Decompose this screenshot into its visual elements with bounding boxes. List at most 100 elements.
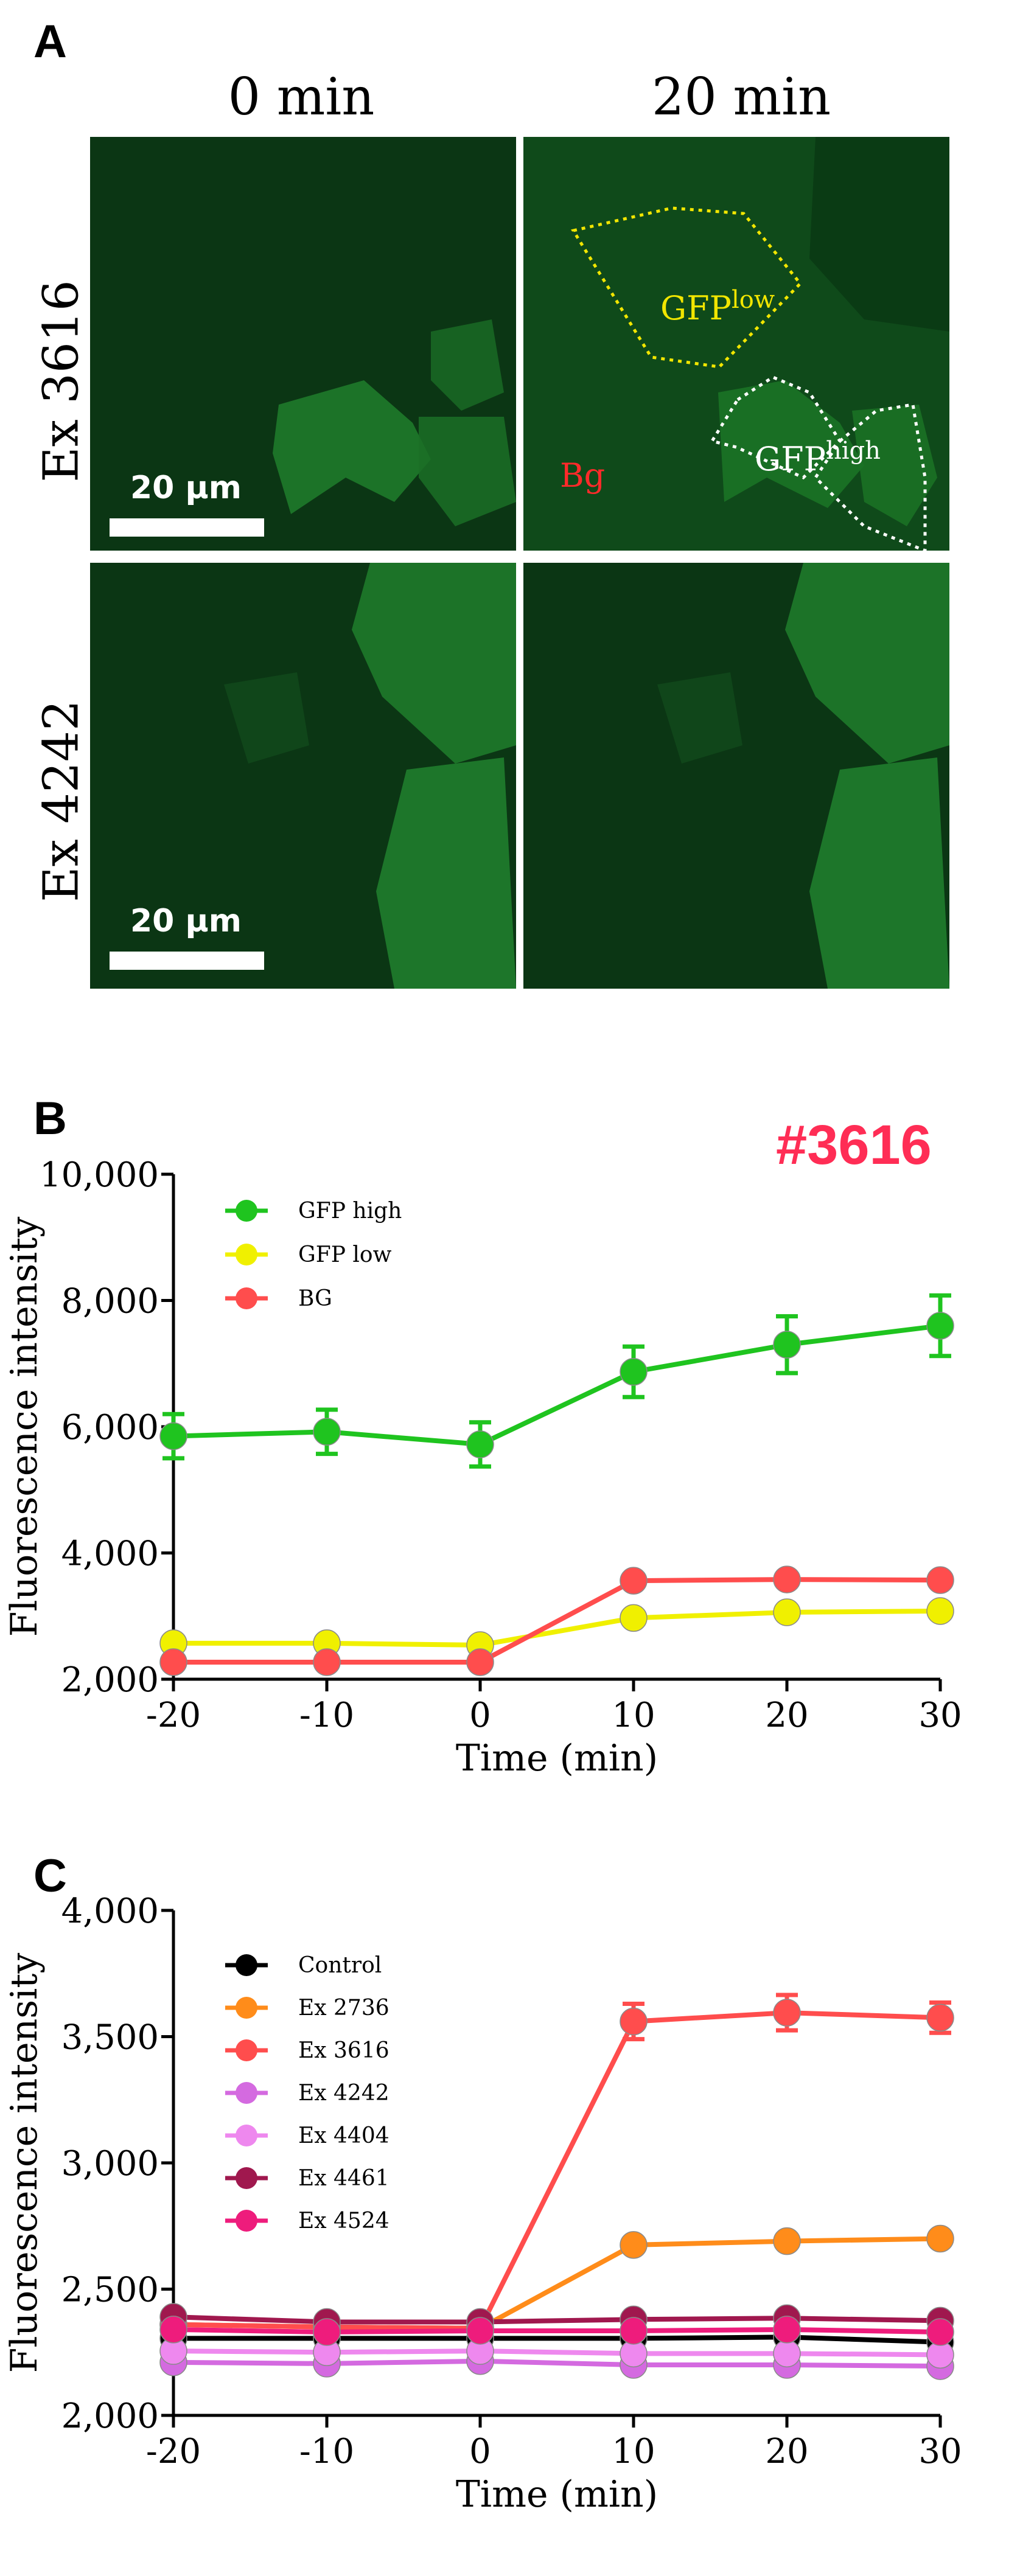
column-header-0min: 0 min: [228, 67, 375, 127]
legend-marker: [236, 1287, 257, 1309]
data-point: [926, 1597, 954, 1625]
scale-bar: [110, 952, 264, 970]
data-point: [926, 1566, 954, 1594]
data-point: [773, 1598, 801, 1626]
series-line: [173, 1323, 941, 1447]
data-point: [773, 2339, 801, 2368]
data-point: [620, 2231, 648, 2259]
legend-marker: [236, 2039, 257, 2061]
legend-marker: [236, 1200, 257, 1222]
series-line: [173, 2334, 941, 2345]
legend-label: Ex 4524: [298, 2209, 389, 2233]
data-point: [926, 1312, 954, 1340]
data-point: [159, 2316, 187, 2344]
series-line: [173, 2348, 941, 2358]
data-point: [620, 1357, 648, 1386]
x-tick-label: 30: [918, 2432, 962, 2471]
data-point: [313, 1648, 341, 1676]
y-tick-label: 3,500: [61, 2018, 159, 2058]
x-tick-label: 30: [918, 1696, 962, 1735]
y-axis-label: Fluorescence intensity: [3, 1953, 46, 2373]
x-tick-label: 20: [765, 2432, 808, 2471]
data-point: [773, 1999, 801, 2027]
data-point: [773, 2316, 801, 2344]
data-point: [313, 2318, 341, 2346]
data-point: [773, 1565, 801, 1593]
legend-label: GFP low: [298, 1242, 392, 1267]
data-point: [926, 2003, 954, 2032]
x-tick-label: 10: [612, 1696, 655, 1735]
series-line: [173, 1608, 941, 1648]
y-axis-label: Fluorescence intensity: [3, 1217, 46, 1637]
data-point: [620, 2317, 648, 2345]
data-point: [926, 2318, 954, 2346]
scale-bar: [110, 518, 264, 537]
legend-label: Ex 4242: [298, 2081, 389, 2106]
series-line: [173, 1577, 941, 1665]
chart-c-svg: 2,000 2,500 3,000 3,500 4,000 -20 -10 0 10 20 30 Ti…: [3, 1892, 962, 2516]
chart-b: 2,000 4,000 6,000 8,000 10,000 -20 -10 0 10 20 30 T…: [0, 1144, 1020, 1852]
construct-tag: #3616: [776, 1114, 932, 1176]
data-point: [159, 1648, 187, 1676]
legend-marker: [236, 2125, 257, 2146]
y-tick-label: 6,000: [61, 1408, 159, 1447]
y-tick-label: 3,000: [61, 2144, 159, 2184]
legend-marker: [236, 1954, 257, 1976]
legend-label: Ex 3616: [298, 2038, 389, 2063]
y-tick-label: 4,000: [61, 1892, 159, 1931]
column-header-20min: 20 min: [651, 67, 831, 127]
row-header-ex3616: Ex 3616: [32, 280, 89, 482]
data-point: [159, 1422, 187, 1450]
series-line: [173, 2010, 941, 2331]
data-point: [313, 1418, 341, 1446]
x-tick-label: -10: [299, 2432, 354, 2471]
x-tick-label: 0: [469, 2432, 491, 2471]
data-point: [466, 1648, 494, 1676]
x-axis-label: Time (min): [456, 1737, 658, 1780]
y-tick-label: 4,000: [61, 1534, 159, 1574]
x-tick-label: -10: [299, 1696, 354, 1735]
legend-label: BG: [298, 1286, 332, 1311]
roi-gfp-high-outline-1: [710, 375, 842, 479]
series-line: [173, 2236, 941, 2331]
scale-bar-label: 20 μm: [130, 903, 242, 939]
legend-label: Control: [298, 1953, 382, 1978]
series-line: [173, 2327, 941, 2335]
legend-marker: [236, 1997, 257, 2019]
series-line: [173, 2358, 941, 2369]
x-tick-label: -20: [146, 2432, 201, 2471]
data-point: [466, 2317, 494, 2345]
x-axis-label: Time (min): [456, 2473, 658, 2516]
legend-label: Ex 4404: [298, 2123, 389, 2148]
scale-bar-label: 20 μm: [130, 470, 242, 506]
data-point: [926, 2224, 954, 2253]
y-tick-label: 2,000: [61, 2397, 159, 2436]
x-tick-label: 20: [765, 1696, 808, 1735]
micrograph-ex4242-20min: [523, 563, 949, 989]
legend-marker: [236, 2082, 257, 2104]
panel-letter-c: C: [33, 1850, 67, 1902]
data-point: [773, 1331, 801, 1359]
micrograph-ex3616-0min: [90, 137, 516, 551]
roi-label-bg: Bg: [560, 456, 606, 495]
y-tick-label: 2,000: [61, 1660, 159, 1700]
micrograph-ex4242-0min: [90, 563, 516, 989]
chart-b-svg: 2,000 4,000 6,000 8,000 10,000 -20 -10 0 10 20 30 T…: [3, 1155, 962, 1780]
legend-marker: [236, 2167, 257, 2189]
y-tick-label: 8,000: [61, 1282, 159, 1321]
data-point: [620, 1604, 648, 1632]
x-tick-label: 0: [469, 1696, 491, 1735]
y-tick-label: 2,500: [61, 2271, 159, 2310]
roi-label-gfp-low: GFPlow: [660, 286, 775, 327]
chart-c: 2,000 2,500 3,000 3,500 4,000 -20 -10 0 10 20 30 Ti…: [0, 1880, 1020, 2576]
roi-gfp-high-outline-2: [813, 403, 927, 551]
micrograph-ex3616-20min: [523, 137, 949, 551]
series-line: [173, 2314, 941, 2325]
x-tick-label: 10: [612, 2432, 655, 2471]
data-point: [620, 1567, 648, 1595]
panel-letter-a: A: [33, 16, 67, 68]
y-tick-label: 10,000: [40, 1155, 159, 1195]
data-point: [773, 2227, 801, 2255]
data-point: [466, 1430, 494, 1458]
x-tick-label: -20: [146, 1696, 201, 1735]
